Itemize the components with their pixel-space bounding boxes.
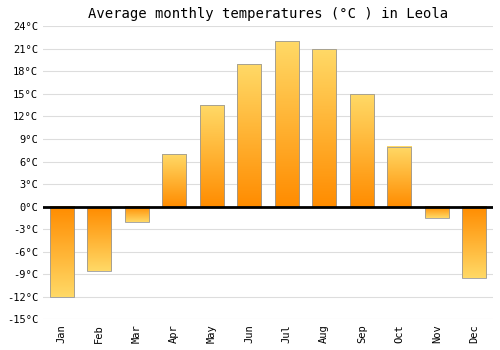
Bar [462,207,486,278]
Bar [274,41,299,207]
Bar [87,207,112,271]
Bar [87,207,112,271]
Bar [200,105,224,207]
Bar [50,207,74,297]
Bar [124,207,149,222]
Bar [162,154,186,207]
Bar [312,49,336,207]
Bar [124,207,149,222]
Title: Average monthly temperatures (°C ) in Leola: Average monthly temperatures (°C ) in Le… [88,7,448,21]
Bar [237,64,262,207]
Bar [312,49,336,207]
Bar [350,94,374,207]
Bar [424,207,449,218]
Bar [200,105,224,207]
Bar [350,94,374,207]
Bar [387,147,411,207]
Bar [162,154,186,207]
Bar [274,41,299,207]
Bar [50,207,74,297]
Bar [237,64,262,207]
Bar [387,147,411,207]
Bar [462,207,486,278]
Bar [424,207,449,218]
